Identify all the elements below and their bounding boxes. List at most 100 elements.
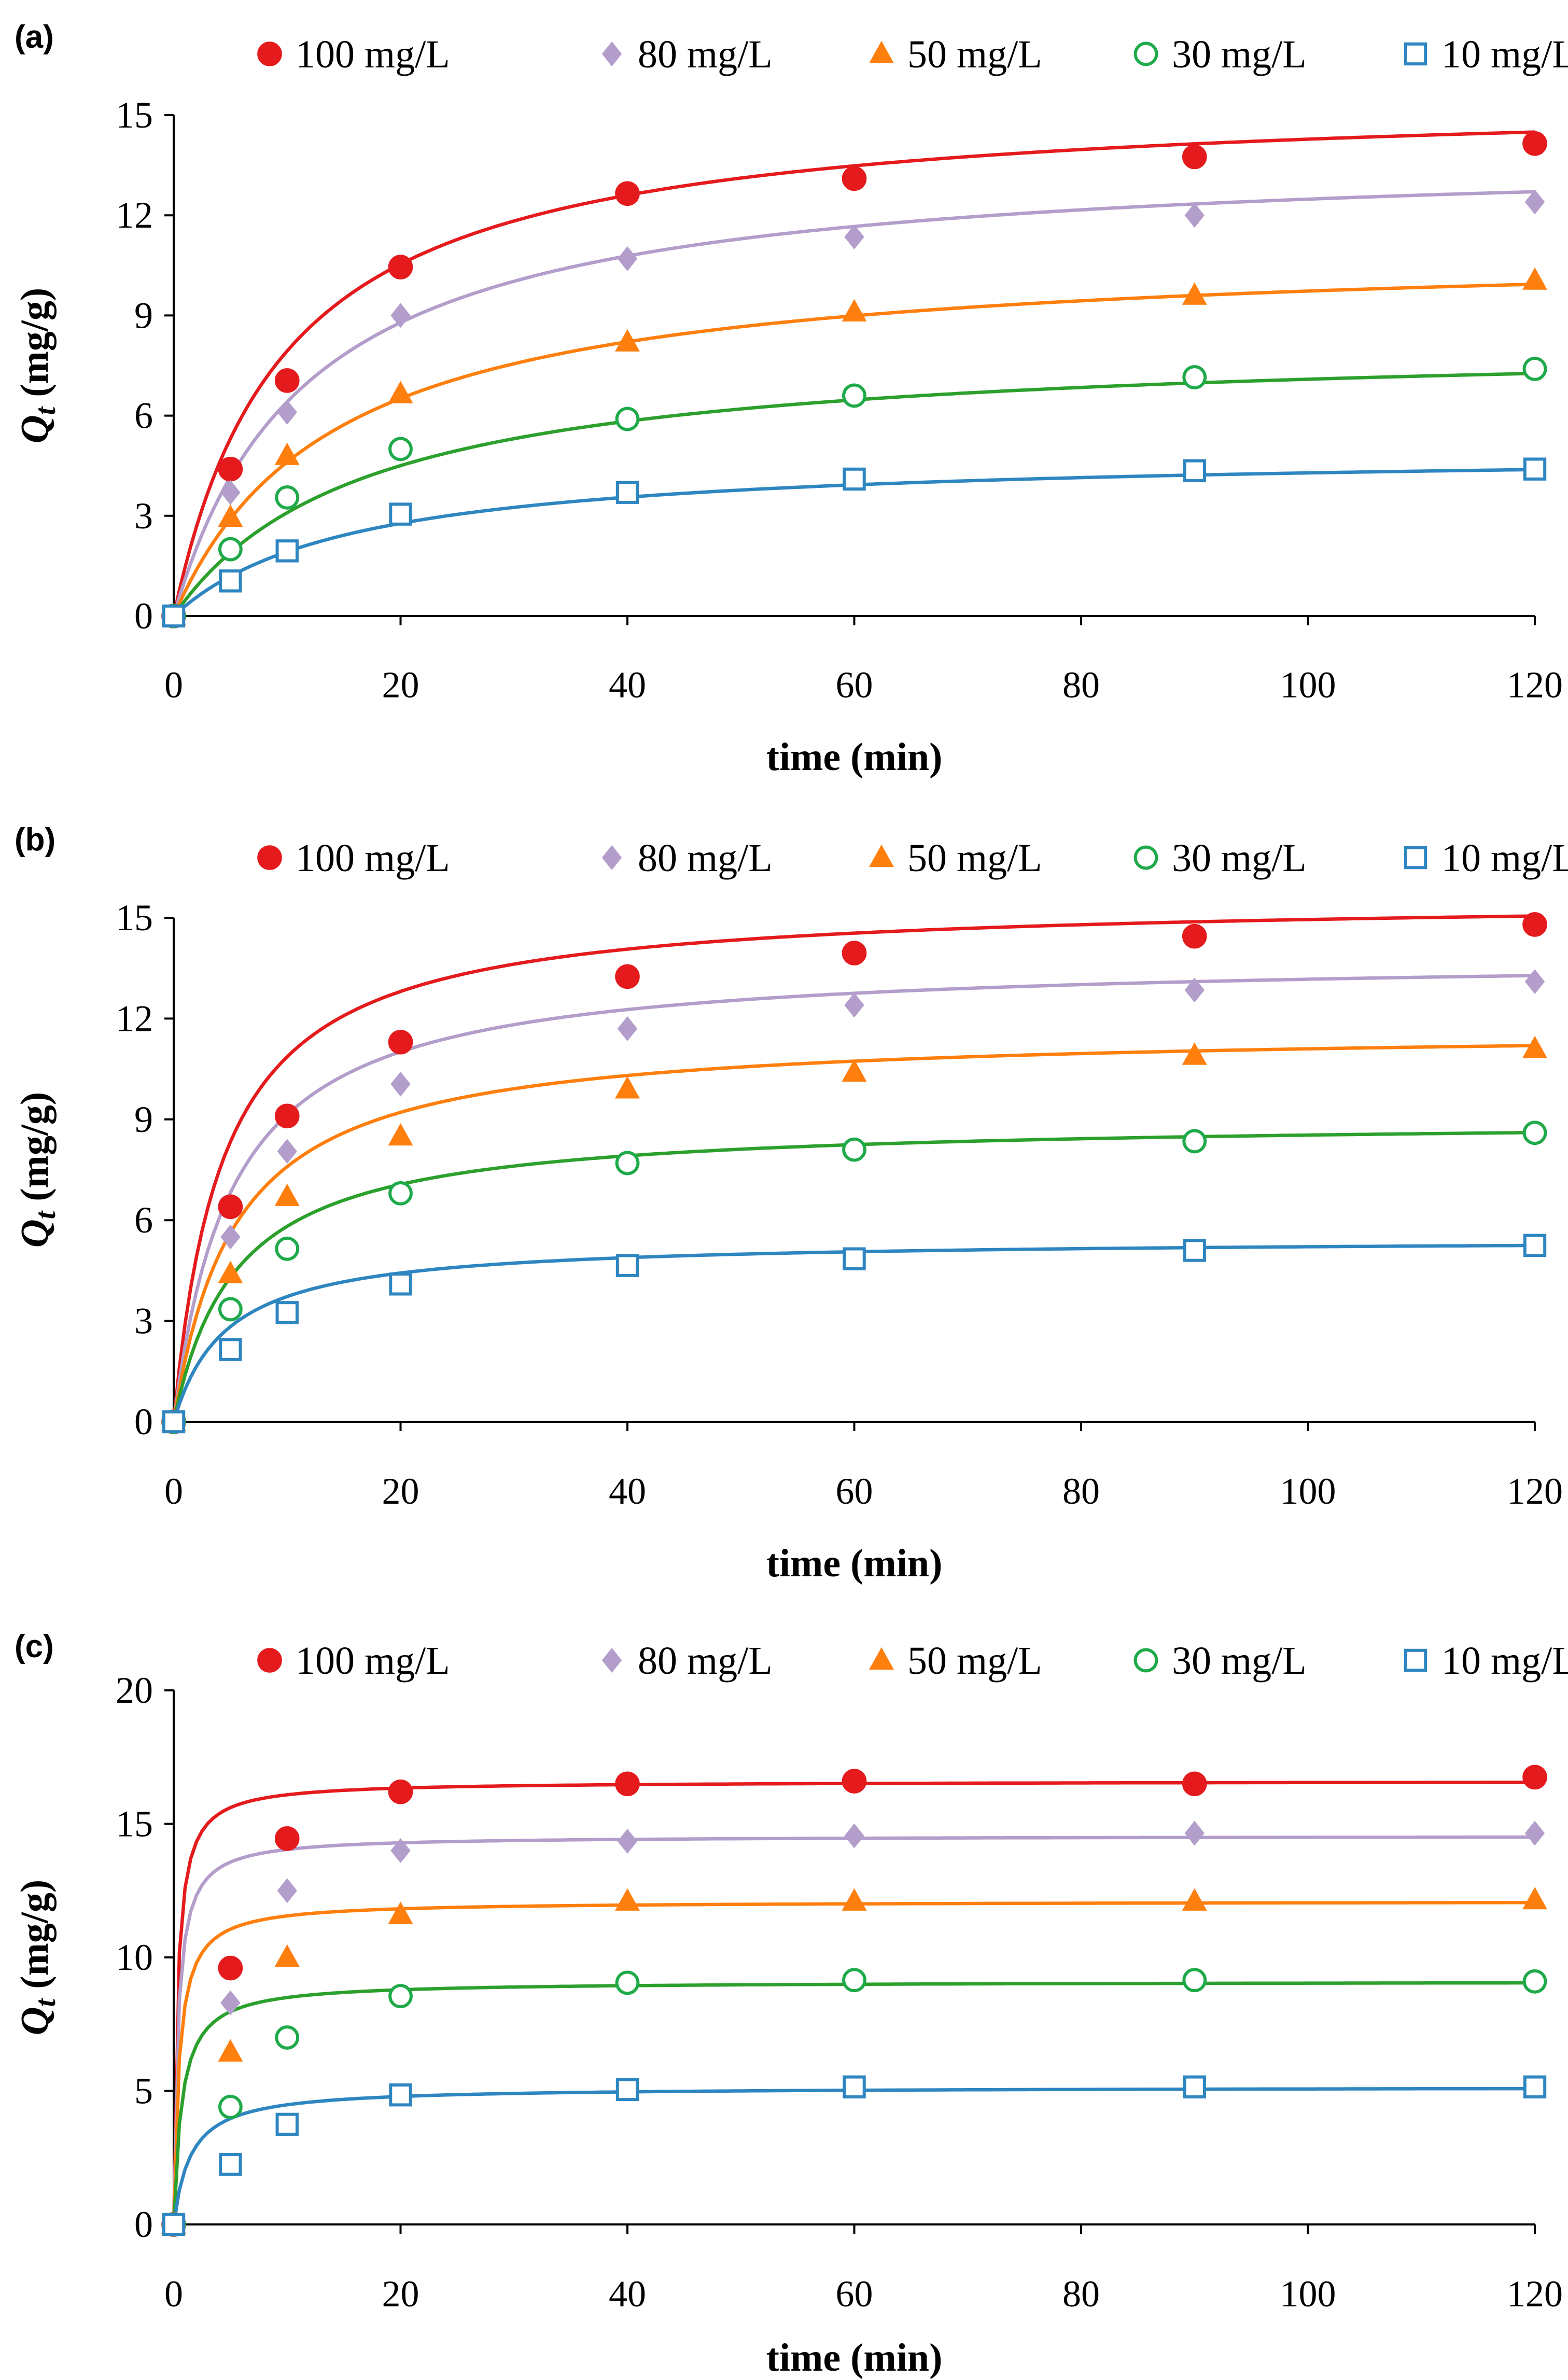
data-point bbox=[218, 1297, 243, 1322]
data-point bbox=[1182, 923, 1207, 949]
y-axis-title-sub: t bbox=[30, 1210, 62, 1219]
data-point bbox=[390, 303, 411, 328]
data-point bbox=[275, 539, 299, 563]
fit-curve bbox=[172, 1781, 1535, 2225]
data-point bbox=[219, 1338, 242, 1361]
data-point bbox=[388, 1901, 413, 1924]
y-tick-label: 0 bbox=[134, 1401, 153, 1443]
data-point bbox=[388, 1984, 413, 2009]
legend-label: 50 mg/L bbox=[907, 836, 1042, 880]
data-point bbox=[1184, 977, 1205, 1003]
data-point bbox=[1522, 1887, 1547, 1910]
data-point bbox=[1523, 2075, 1547, 2098]
data-point bbox=[844, 992, 864, 1018]
data-point bbox=[615, 1888, 640, 1911]
x-tick-label: 60 bbox=[836, 664, 873, 706]
legend-marker bbox=[869, 40, 894, 63]
y-tick-label: 12 bbox=[116, 998, 153, 1039]
fit-curve bbox=[172, 914, 1535, 1422]
data-point bbox=[842, 1769, 867, 1794]
data-point bbox=[388, 381, 413, 403]
legend-label: 80 mg/L bbox=[638, 33, 773, 76]
data-point bbox=[615, 329, 640, 352]
y-tick-label: 6 bbox=[134, 1199, 153, 1241]
x-tick-label: 100 bbox=[1280, 664, 1336, 706]
data-point bbox=[617, 246, 638, 271]
data-point bbox=[389, 502, 412, 526]
y-tick-label: 15 bbox=[116, 1803, 153, 1845]
data-point bbox=[274, 1826, 300, 1851]
data-point bbox=[842, 1968, 866, 1993]
fit-curve bbox=[172, 2087, 1535, 2225]
data-point bbox=[274, 368, 300, 393]
data-point bbox=[615, 1970, 640, 1995]
x-tick-label: 80 bbox=[1062, 664, 1100, 706]
data-point bbox=[1522, 357, 1547, 381]
data-point bbox=[275, 485, 300, 510]
x-tick-label: 100 bbox=[1280, 1471, 1336, 1512]
data-point bbox=[388, 1123, 413, 1146]
legend-marker bbox=[257, 41, 282, 66]
data-point bbox=[218, 504, 243, 527]
data-point bbox=[1522, 1121, 1547, 1145]
legend-label: 30 mg/L bbox=[1172, 33, 1307, 76]
data-point bbox=[274, 1944, 300, 1967]
data-point bbox=[1524, 969, 1545, 995]
data-point bbox=[275, 2112, 299, 2136]
data-point bbox=[388, 1779, 413, 1804]
fit-curve bbox=[172, 468, 1535, 618]
fit-curve bbox=[172, 130, 1535, 617]
data-point bbox=[218, 1955, 243, 1981]
panel-label: (c) bbox=[15, 1629, 54, 1664]
fit-curve bbox=[172, 974, 1535, 1422]
data-point bbox=[218, 2039, 243, 2062]
data-point bbox=[275, 2025, 300, 2050]
chart-panel-1: (a) 0 3 6 9 12 15 0 20 40 60 80 100 120 time (min) Qt (… bbox=[13, 19, 1568, 779]
y-axis-title-unit: (mg/g) bbox=[13, 288, 57, 407]
x-axis-title: time (min) bbox=[766, 1542, 943, 1585]
data-point bbox=[842, 1059, 867, 1082]
data-point bbox=[615, 2078, 639, 2102]
x-tick-label: 40 bbox=[609, 2273, 646, 2315]
x-tick-label: 120 bbox=[1507, 664, 1563, 706]
data-point bbox=[843, 467, 866, 491]
data-point bbox=[218, 537, 243, 562]
data-point bbox=[844, 225, 864, 250]
data-point bbox=[218, 2095, 243, 2119]
data-point bbox=[219, 2152, 242, 2176]
x-tick-label: 60 bbox=[836, 2273, 873, 2315]
data-point bbox=[615, 964, 640, 989]
y-axis-title: Qt (mg/g) bbox=[13, 1880, 62, 2036]
data-point bbox=[1182, 1968, 1207, 1993]
data-point bbox=[842, 941, 867, 965]
x-tick-label: 0 bbox=[164, 664, 183, 706]
y-tick-label: 9 bbox=[134, 295, 153, 336]
data-point bbox=[218, 456, 243, 482]
legend-label: 10 mg/L bbox=[1441, 1639, 1568, 1683]
data-point bbox=[1522, 1035, 1547, 1058]
x-tick-label: 0 bbox=[164, 1471, 183, 1512]
data-point bbox=[1522, 131, 1547, 156]
chart-panel-2: (b) 0 3 6 9 12 15 0 20 40 60 80 100 120 time (min) Qt (… bbox=[13, 822, 1568, 1585]
legend-marker bbox=[257, 845, 282, 870]
legend-marker bbox=[1404, 1648, 1427, 1672]
legend-label: 30 mg/L bbox=[1172, 836, 1307, 880]
data-point bbox=[1522, 1765, 1547, 1790]
legend-label: 50 mg/L bbox=[907, 33, 1042, 76]
y-tick-label: 0 bbox=[134, 595, 153, 637]
legend-marker bbox=[1133, 41, 1158, 66]
data-point bbox=[219, 569, 242, 593]
data-point bbox=[390, 1071, 411, 1097]
y-axis-title-sub: t bbox=[30, 406, 62, 415]
legend-marker bbox=[1404, 42, 1427, 66]
data-point bbox=[1183, 2075, 1206, 2098]
x-tick-label: 100 bbox=[1280, 2273, 1336, 2315]
data-point bbox=[275, 1236, 300, 1261]
data-point bbox=[218, 1261, 243, 1283]
data-point bbox=[277, 1139, 297, 1164]
data-point bbox=[277, 1878, 297, 1903]
y-tick-label: 15 bbox=[116, 897, 153, 939]
data-point bbox=[615, 1254, 639, 1277]
data-point bbox=[220, 1224, 241, 1250]
